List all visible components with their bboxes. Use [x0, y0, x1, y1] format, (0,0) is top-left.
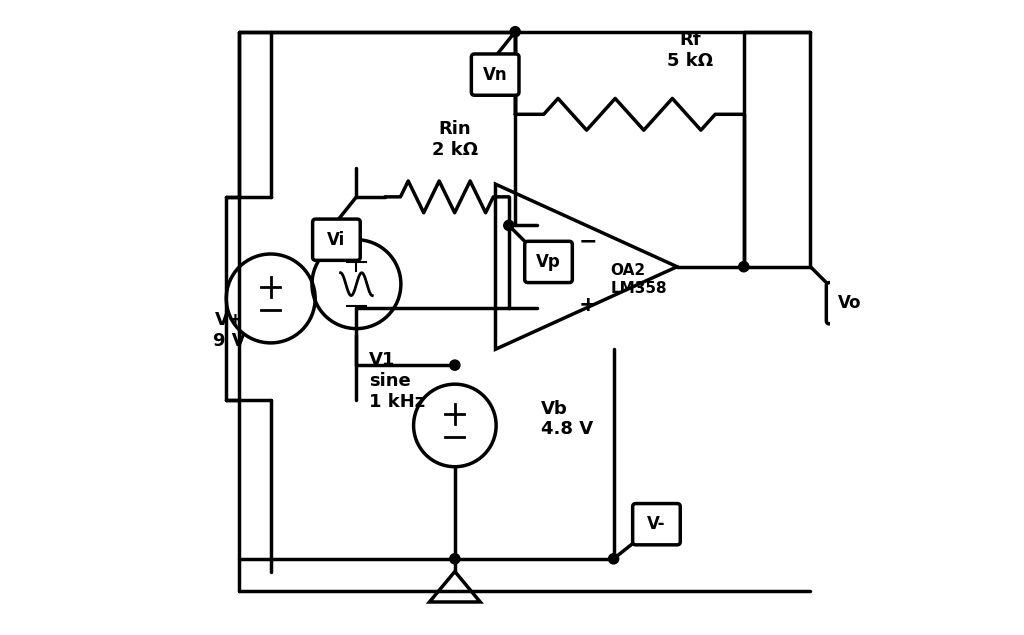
Text: V-: V- — [647, 515, 666, 533]
Circle shape — [450, 554, 460, 564]
Text: Vp: Vp — [537, 253, 561, 271]
Circle shape — [608, 554, 618, 564]
Text: Vn: Vn — [483, 65, 508, 84]
Circle shape — [450, 360, 460, 370]
FancyBboxPatch shape — [471, 54, 519, 95]
FancyBboxPatch shape — [826, 283, 873, 324]
Circle shape — [510, 27, 520, 37]
Text: Rin
2 kΩ: Rin 2 kΩ — [432, 120, 478, 159]
Text: OA2
LM358: OA2 LM358 — [610, 263, 667, 296]
FancyBboxPatch shape — [633, 504, 680, 545]
Circle shape — [504, 220, 514, 231]
Text: V1
sine
1 kHz: V1 sine 1 kHz — [369, 351, 425, 411]
FancyBboxPatch shape — [524, 241, 572, 283]
Text: Rf
5 kΩ: Rf 5 kΩ — [667, 31, 713, 70]
Text: Vi: Vi — [328, 231, 345, 249]
Text: Vb
4.8 V: Vb 4.8 V — [541, 399, 593, 439]
FancyBboxPatch shape — [312, 219, 360, 260]
Text: −: − — [579, 231, 598, 251]
Text: Vo: Vo — [839, 294, 862, 312]
Text: V+
9 V: V+ 9 V — [213, 311, 246, 350]
Text: +: + — [579, 295, 598, 315]
Circle shape — [738, 262, 749, 272]
